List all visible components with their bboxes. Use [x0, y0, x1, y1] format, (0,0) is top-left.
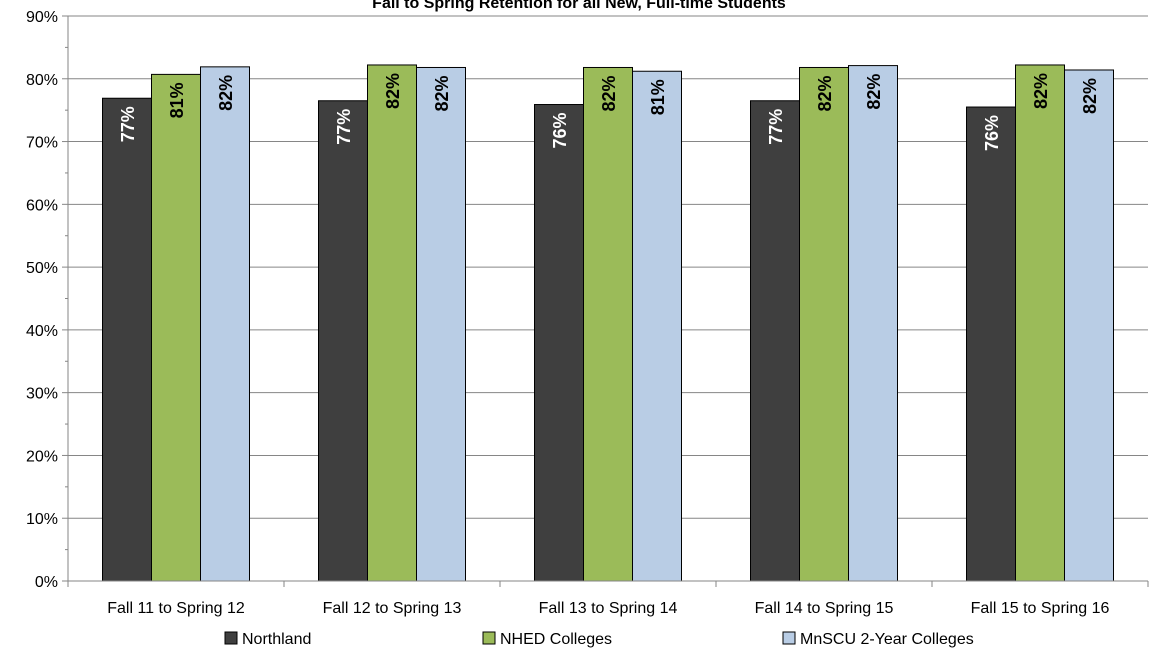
y-tick-label: 30%: [26, 386, 58, 403]
bar-data-label: 76%: [982, 115, 1002, 151]
bar-data-label: 82%: [815, 75, 835, 111]
bar-data-label: 77%: [334, 109, 354, 145]
bar: [583, 66, 633, 582]
bar-data-label: 82%: [216, 75, 236, 111]
y-tick-label: 80%: [26, 72, 58, 89]
chart-title: Fall to Spring Retention for all New, Fu…: [372, 0, 786, 12]
y-tick-label: 70%: [26, 135, 58, 152]
bar: [102, 97, 152, 582]
legend-label: NHED Colleges: [500, 631, 612, 648]
bar-data-label: 82%: [1031, 73, 1051, 109]
legend-swatch: [782, 631, 796, 645]
bar-data-label: 77%: [766, 109, 786, 145]
bar-data-label: 76%: [550, 113, 570, 149]
bar: [632, 70, 682, 582]
y-tick-label: 90%: [26, 9, 58, 26]
legend-label: Northland: [242, 631, 311, 648]
y-tick-label: 50%: [26, 260, 58, 277]
legend-label: MnSCU 2-Year Colleges: [800, 631, 974, 648]
bar-data-label: 82%: [864, 74, 884, 110]
bar: [534, 104, 584, 582]
bar: [200, 66, 250, 582]
bar: [1064, 69, 1114, 582]
bar: [966, 106, 1016, 582]
y-tick-label: 10%: [26, 511, 58, 528]
y-tick-label: 20%: [26, 448, 58, 465]
bar-data-label: 82%: [383, 73, 403, 109]
bar: [416, 66, 466, 582]
y-tick-label: 60%: [26, 197, 58, 214]
y-axis: 0% 10% 20% 30% 40% 50% 60% 70% 80% 90%: [26, 9, 69, 591]
y-tick-label: 40%: [26, 323, 58, 340]
bar: [750, 100, 800, 582]
bar: [151, 73, 201, 582]
bar-data-label: 81%: [648, 79, 668, 115]
x-tick-label: Fall 12 to Spring 13: [323, 600, 462, 617]
bar: [1015, 64, 1065, 582]
bar-data-label: 82%: [599, 75, 619, 111]
bars: 77% 81% 82% 77% 82% 82% 76% 82% 81% 77% 82% 82% 76% 8…: [102, 64, 1114, 582]
bar-data-label: 82%: [1080, 78, 1100, 114]
bar: [318, 100, 368, 582]
y-tick-label: 0%: [35, 574, 58, 591]
x-tick-label: Fall 14 to Spring 15: [755, 600, 894, 617]
bar-data-label: 82%: [432, 75, 452, 111]
legend-swatch: [482, 631, 496, 645]
bar-data-label: 77%: [118, 106, 138, 142]
bar: [367, 64, 417, 582]
bar: [799, 66, 849, 582]
x-axis: Fall 11 to Spring 12 Fall 12 to Spring 13…: [67, 580, 1149, 617]
x-tick-label: Fall 11 to Spring 12: [107, 600, 245, 617]
x-tick-label: Fall 13 to Spring 14: [539, 600, 678, 617]
bar: [848, 65, 898, 582]
bar-data-label: 81%: [167, 82, 187, 118]
legend: Northland NHED Colleges MnSCU 2-Year Colle…: [224, 631, 974, 648]
x-tick-label: Fall 15 to Spring 16: [971, 600, 1110, 617]
legend-swatch: [224, 631, 238, 645]
